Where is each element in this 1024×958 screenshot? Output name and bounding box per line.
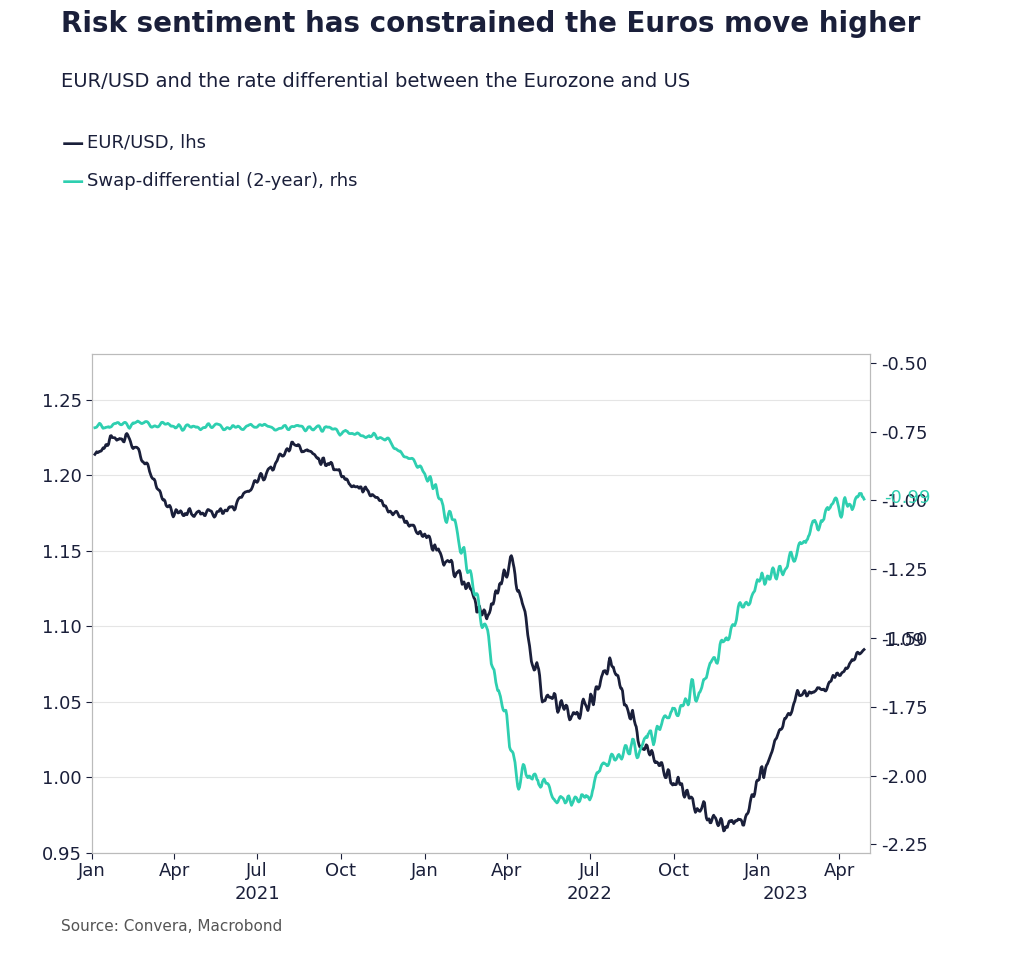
Text: Source: Convera, Macrobond: Source: Convera, Macrobond	[61, 919, 283, 934]
Text: —: —	[61, 134, 84, 154]
Text: EUR/USD, lhs: EUR/USD, lhs	[87, 134, 206, 152]
Text: -0.99: -0.99	[885, 489, 931, 507]
Text: 2023: 2023	[763, 885, 809, 903]
Text: —: —	[61, 172, 84, 193]
Text: 1.09: 1.09	[885, 632, 925, 650]
Text: 2022: 2022	[567, 885, 612, 903]
Text: EUR/USD and the rate differential between the Eurozone and US: EUR/USD and the rate differential betwee…	[61, 72, 691, 91]
Text: Risk sentiment has constrained the Euros move higher: Risk sentiment has constrained the Euros…	[61, 10, 921, 37]
Text: 2021: 2021	[234, 885, 280, 903]
Text: Swap-differential (2-year), rhs: Swap-differential (2-year), rhs	[87, 172, 357, 191]
